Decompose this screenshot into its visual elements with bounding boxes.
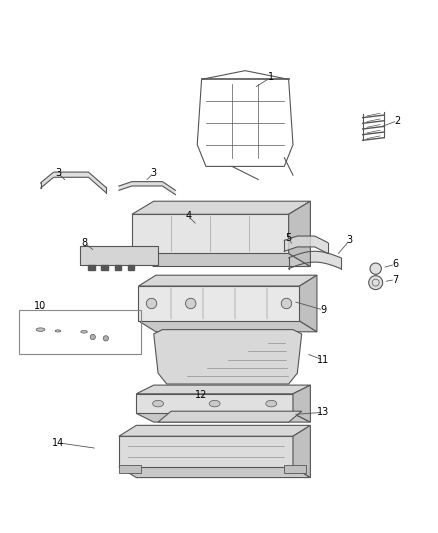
- Bar: [119, 465, 141, 473]
- Text: 14: 14: [52, 438, 64, 448]
- Ellipse shape: [81, 330, 87, 333]
- Polygon shape: [300, 275, 317, 332]
- Polygon shape: [119, 467, 311, 478]
- Text: 6: 6: [392, 260, 398, 269]
- Polygon shape: [132, 214, 289, 254]
- Ellipse shape: [36, 328, 45, 332]
- Ellipse shape: [55, 330, 61, 332]
- Polygon shape: [136, 414, 311, 422]
- Polygon shape: [41, 172, 106, 192]
- Circle shape: [370, 263, 381, 274]
- Circle shape: [185, 298, 196, 309]
- Circle shape: [90, 334, 95, 340]
- Circle shape: [281, 298, 292, 309]
- Text: 13: 13: [317, 407, 329, 417]
- Text: 11: 11: [317, 355, 329, 365]
- Text: 7: 7: [392, 274, 399, 285]
- Text: 1: 1: [268, 72, 274, 82]
- Polygon shape: [154, 329, 302, 384]
- Text: 3: 3: [346, 236, 353, 245]
- Polygon shape: [158, 411, 302, 422]
- Polygon shape: [80, 246, 158, 265]
- Polygon shape: [138, 321, 317, 332]
- Text: 2: 2: [394, 116, 401, 126]
- Text: 5: 5: [286, 233, 292, 243]
- Polygon shape: [132, 254, 311, 266]
- Text: 8: 8: [81, 238, 87, 247]
- Polygon shape: [119, 182, 176, 195]
- Text: 12: 12: [195, 390, 208, 400]
- Ellipse shape: [152, 400, 163, 407]
- Polygon shape: [136, 394, 293, 414]
- Polygon shape: [136, 385, 311, 394]
- Bar: [102, 265, 108, 270]
- Polygon shape: [119, 425, 311, 436]
- Ellipse shape: [209, 400, 220, 407]
- Text: 9: 9: [320, 305, 326, 315]
- Bar: [284, 465, 306, 473]
- Ellipse shape: [266, 400, 277, 407]
- Text: 4: 4: [185, 212, 191, 221]
- Polygon shape: [138, 286, 300, 321]
- Polygon shape: [293, 425, 311, 478]
- Polygon shape: [138, 275, 317, 286]
- Bar: [19, 310, 141, 353]
- Bar: [115, 265, 121, 270]
- Bar: [88, 265, 95, 270]
- Polygon shape: [119, 436, 293, 467]
- Text: 3: 3: [55, 168, 61, 178]
- Polygon shape: [284, 236, 328, 254]
- Polygon shape: [132, 201, 311, 214]
- Circle shape: [369, 276, 383, 289]
- Circle shape: [103, 336, 109, 341]
- Polygon shape: [289, 201, 311, 266]
- Polygon shape: [289, 251, 341, 269]
- Bar: [127, 265, 134, 270]
- Polygon shape: [293, 385, 311, 422]
- Text: 3: 3: [151, 168, 157, 178]
- Text: 10: 10: [35, 301, 47, 311]
- Circle shape: [146, 298, 157, 309]
